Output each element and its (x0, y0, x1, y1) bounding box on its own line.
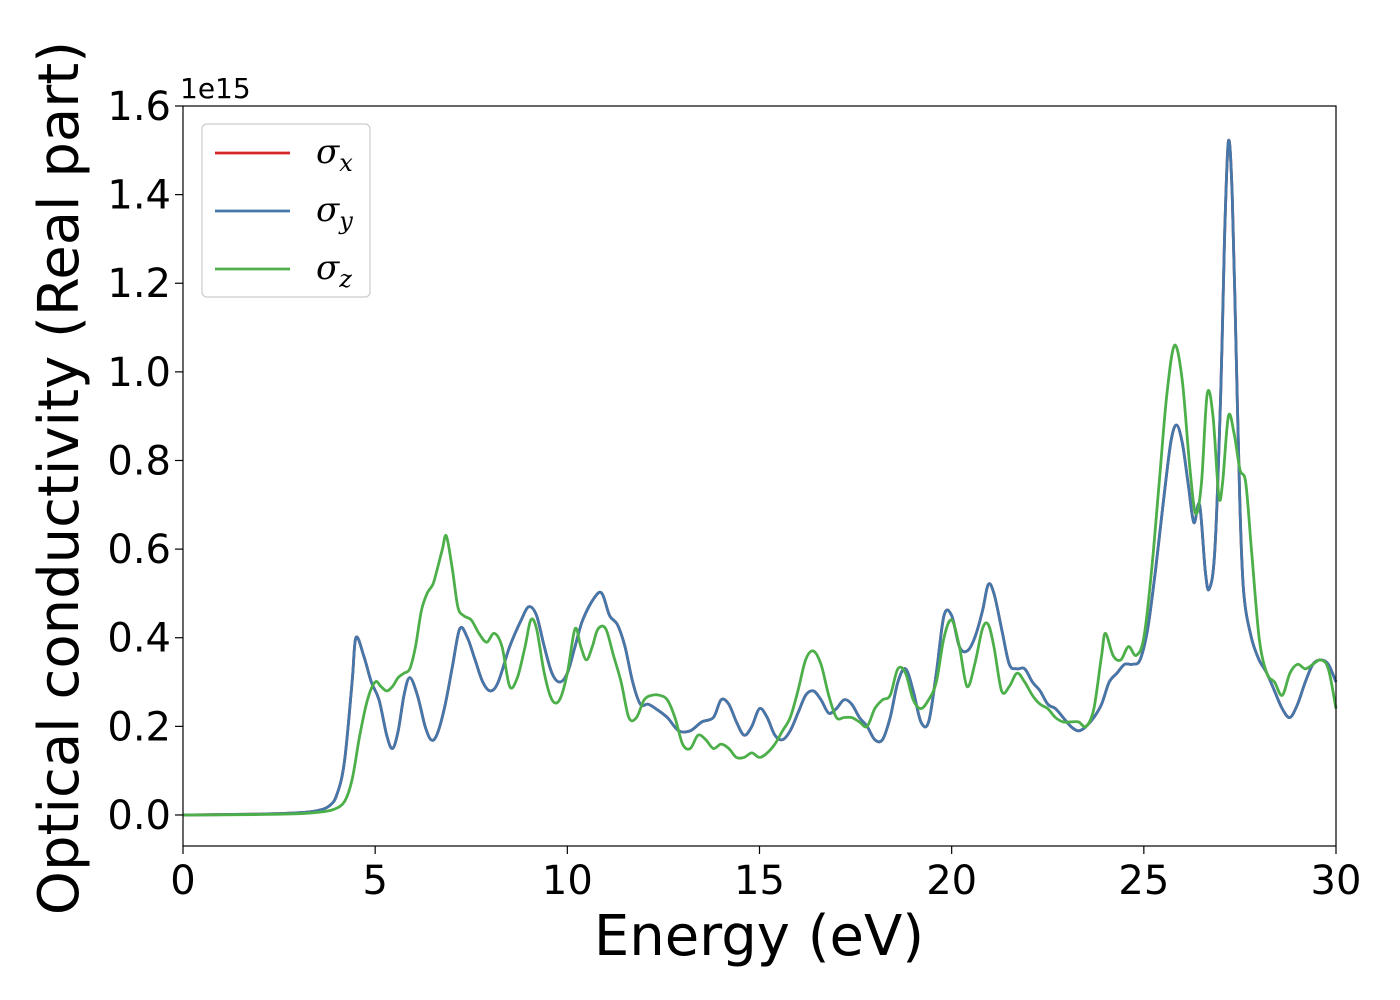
x-tick-label: 25 (1118, 858, 1169, 904)
y-tick-label: 1.2 (107, 261, 171, 307)
x-axis-ticks: 0 5 10 15 20 25 30 (170, 846, 1361, 904)
legend-entries: σx σy σz (215, 132, 353, 293)
x-tick-label: 0 (170, 858, 195, 904)
legend-label-y: σy (316, 190, 353, 235)
y-axis-title: Optical conductivity (Real part) (27, 41, 92, 915)
y-axis-ticks: 0.0 0.2 0.4 0.6 0.8 1.0 1.2 1.4 1.6 (107, 84, 183, 839)
y-offset-label: 1e15 (180, 72, 251, 105)
y-tick-label: 1.0 (107, 350, 171, 396)
x-tick-label: 30 (1311, 858, 1362, 904)
y-tick-label: 0.6 (107, 527, 171, 573)
x-tick-label: 15 (734, 858, 785, 904)
series-line-z (182, 343, 1338, 817)
y-tick-label: 0.8 (107, 438, 171, 484)
y-tick-label: 1.4 (107, 173, 171, 219)
series-line-y (182, 138, 1338, 817)
x-tick-label: 10 (542, 858, 593, 904)
x-axis-title: Energy (eV) (594, 904, 924, 969)
y-tick-label: 0.2 (107, 704, 171, 750)
y-tick-label: 0.4 (107, 616, 171, 662)
y-tick-label: 1.6 (107, 84, 171, 130)
legend-label-z: σz (316, 248, 352, 293)
x-tick-label: 20 (926, 858, 977, 904)
legend-label-x: σx (316, 132, 353, 177)
x-tick-label: 5 (362, 858, 387, 904)
series-lines (182, 138, 1338, 817)
legend: σx σy σz (201, 123, 371, 298)
y-tick-label: 0.0 (107, 793, 171, 839)
